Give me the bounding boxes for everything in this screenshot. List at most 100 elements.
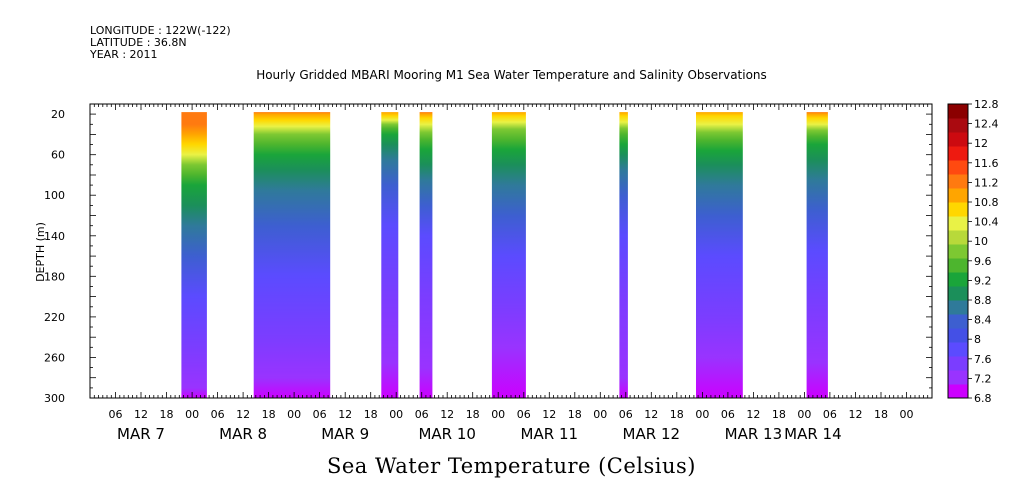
x-date-label: MAR 9 <box>321 425 369 443</box>
data-block-1 <box>181 112 207 398</box>
x-tick-label: 00 <box>491 408 505 421</box>
x-tick-label: 12 <box>746 408 760 421</box>
colorbar-swatch <box>948 244 968 259</box>
colorbar-swatch <box>948 342 968 357</box>
colorbar-swatch <box>948 174 968 189</box>
x-tick-label: 00 <box>389 408 403 421</box>
y-tick-label: 100 <box>44 189 65 202</box>
x-date-label: MAR 11 <box>521 425 578 443</box>
x-tick-label: 12 <box>134 408 148 421</box>
colorbar-label: 8.4 <box>974 314 992 327</box>
colorbar-frame <box>947 103 969 399</box>
x-tick-label: 06 <box>619 408 633 421</box>
x-tick-label: 00 <box>695 408 709 421</box>
colorbar-swatch <box>948 272 968 287</box>
colorbar-label: 12.4 <box>974 118 999 131</box>
data-block-8 <box>806 112 828 398</box>
colorbar-label: 7.2 <box>974 372 992 385</box>
x-tick-label: 12 <box>644 408 658 421</box>
x-date-label: MAR 13 <box>725 425 782 443</box>
colorbar-swatch <box>948 160 968 175</box>
x-date-label: MAR 12 <box>623 425 680 443</box>
x-tick-label: 06 <box>415 408 429 421</box>
colorbar-label: 10.8 <box>974 196 999 209</box>
x-tick-label: 18 <box>466 408 480 421</box>
colorbar-label: 7.6 <box>974 353 992 366</box>
x-date-label: MAR 7 <box>117 425 165 443</box>
x-tick-label: 06 <box>517 408 531 421</box>
x-date-label: MAR 14 <box>784 425 841 443</box>
x-tick-label: 06 <box>721 408 735 421</box>
colorbar-label: 11.6 <box>974 157 999 170</box>
x-tick-label: 06 <box>211 408 225 421</box>
y-tick-label: 140 <box>44 230 65 243</box>
x-tick-label: 00 <box>797 408 811 421</box>
y-tick-label: 260 <box>44 351 65 364</box>
axis-labels-layer: 20 60 100 140 180 220 260 300 06 12 18 00 06 12 18 00 06… <box>44 108 914 443</box>
colorbar-layer: 12.8 12.4 12 11.6 11.2 10.8 10.4 10 9.6 9.2 8.8 8.4… <box>947 98 999 405</box>
x-tick-label: 06 <box>109 408 123 421</box>
data-block-6 <box>619 112 628 398</box>
x-tick-label: 18 <box>160 408 174 421</box>
header-year: YEAR : 2011 <box>90 48 158 61</box>
y-tick-label: 60 <box>51 149 65 162</box>
colorbar-swatch <box>948 286 968 301</box>
x-date-label: MAR 8 <box>219 425 267 443</box>
x-tick-label: 06 <box>313 408 327 421</box>
data-blocks-layer <box>181 112 828 398</box>
colorbar-swatch <box>948 300 968 315</box>
colorbar-label: 8 <box>974 333 981 346</box>
colorbar-swatch <box>948 146 968 161</box>
colorbar-label: 12.8 <box>974 98 999 111</box>
colorbar-label: 12 <box>974 137 988 150</box>
colorbar-label: 10 <box>974 235 988 248</box>
x-tick-label: 18 <box>670 408 684 421</box>
x-tick-label: 00 <box>593 408 607 421</box>
colorbar-swatch <box>948 356 968 371</box>
y-axis-label: DEPTH (m) <box>34 222 47 282</box>
x-date-label: MAR 10 <box>418 425 475 443</box>
y-tick-label: 180 <box>44 270 65 283</box>
x-tick-label: 18 <box>568 408 582 421</box>
colorbar-swatch <box>948 258 968 273</box>
colorbar-swatch <box>948 384 968 399</box>
colorbar-swatch <box>948 328 968 343</box>
colorbar-label: 10.4 <box>974 216 999 229</box>
axis-ticks-layer <box>90 103 932 399</box>
x-tick-label: 00 <box>185 408 199 421</box>
data-block-3 <box>381 112 399 398</box>
colorbar-swatch <box>948 216 968 231</box>
colorbar-swatch <box>948 118 968 133</box>
y-tick-label: 220 <box>44 311 65 324</box>
x-tick-label: 00 <box>900 408 914 421</box>
colorbar-swatch <box>948 104 968 119</box>
colorbar-label: 11.2 <box>974 176 999 189</box>
colorbar-swatch <box>948 370 968 385</box>
x-tick-label: 18 <box>874 408 888 421</box>
colorbar-swatch <box>948 230 968 245</box>
colorbar-label: 9.2 <box>974 274 992 287</box>
colorbar-label: 9.6 <box>974 255 992 268</box>
y-tick-label: 20 <box>51 108 65 121</box>
x-tick-label: 18 <box>772 408 786 421</box>
colorbar-swatch <box>948 188 968 203</box>
x-tick-label: 12 <box>542 408 556 421</box>
x-tick-label: 06 <box>823 408 837 421</box>
colorbar-label: 8.8 <box>974 294 992 307</box>
x-tick-label: 12 <box>338 408 352 421</box>
x-tick-label: 18 <box>364 408 378 421</box>
plot-title: Hourly Gridded MBARI Mooring M1 Sea Wate… <box>256 68 767 82</box>
colorbar-label: 6.8 <box>974 392 992 405</box>
x-tick-label: 12 <box>440 408 454 421</box>
data-block-4 <box>419 112 433 398</box>
x-tick-label: 12 <box>236 408 250 421</box>
header-latitude: LATITUDE : 36.8N <box>90 36 187 49</box>
colorbar-swatch <box>948 202 968 217</box>
x-tick-label: 12 <box>849 408 863 421</box>
x-tick-label: 18 <box>262 408 276 421</box>
data-block-7 <box>696 112 743 398</box>
data-block-5 <box>491 112 526 398</box>
data-block-2 <box>253 112 331 398</box>
bottom-title: Sea Water Temperature (Celsius) <box>326 454 696 478</box>
